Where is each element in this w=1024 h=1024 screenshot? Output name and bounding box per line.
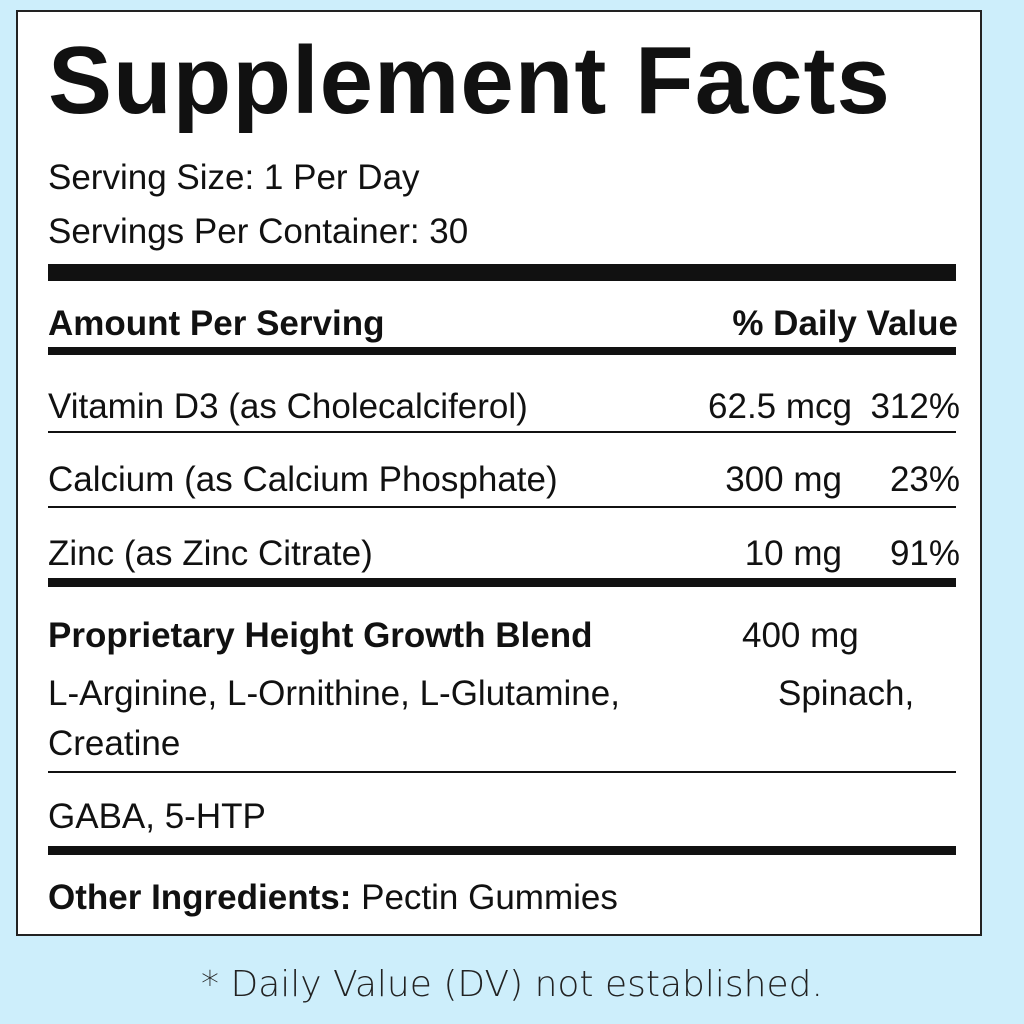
blend-name: Proprietary Height Growth Blend	[48, 616, 593, 655]
divider-thin	[48, 431, 956, 433]
nutrient-amount: 10 mg	[744, 534, 842, 573]
nutrient-dv: 23%	[889, 460, 960, 499]
nutrient-name: Zinc (as Zinc Citrate)	[48, 534, 373, 573]
divider-thick	[48, 264, 956, 281]
nutrient-name: Calcium (as Calcium Phosphate)	[48, 460, 558, 499]
other-label: Other Ingredients:	[48, 878, 352, 917]
divider-thin	[48, 506, 956, 508]
blend-ingredients: L-Arginine, L-Ornithine, L-Glutamine,	[48, 674, 620, 713]
blend-extra: GABA, 5-HTP	[48, 797, 266, 836]
divider-medium	[48, 347, 956, 355]
divider-thin	[48, 771, 956, 773]
blend-ingredients: Spinach,	[778, 674, 915, 713]
supplement-facts-label: Supplement Facts Serving Size: 1 Per Day…	[16, 10, 982, 936]
serving-size: Serving Size: 1 Per Day	[48, 158, 420, 197]
other-value: Pectin Gummies	[351, 878, 618, 917]
divider-medium	[48, 578, 956, 587]
header-amount: Amount Per Serving	[48, 304, 385, 343]
servings-per-container: Servings Per Container: 30	[48, 212, 469, 251]
nutrient-amount: 62.5 mcg	[708, 387, 852, 426]
label-title: Supplement Facts	[48, 27, 891, 134]
nutrient-dv: 312%	[870, 387, 960, 426]
blend-amount: 400 mg	[742, 616, 859, 655]
divider-medium	[48, 846, 956, 855]
nutrient-name: Vitamin D3 (as Cholecalciferol)	[48, 387, 528, 426]
nutrient-dv: 91%	[889, 534, 960, 573]
header-daily-value: % Daily Value	[732, 304, 958, 343]
footnote: * Daily Value (DV) not established.	[201, 964, 823, 1005]
other-ingredients: Other Ingredients: Pectin Gummies	[48, 878, 618, 918]
nutrient-amount: 300 mg	[725, 460, 842, 499]
blend-ingredients: Creatine	[48, 724, 181, 763]
